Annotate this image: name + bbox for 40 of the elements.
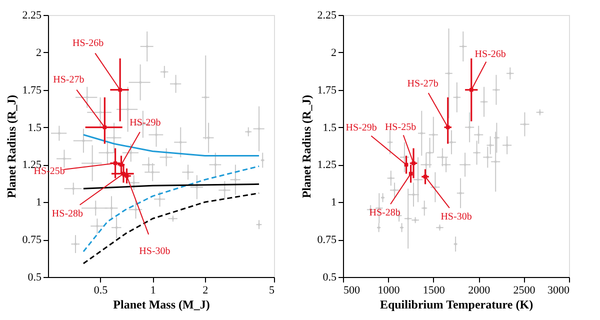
x-tick-label: 3000 (548, 284, 570, 296)
y-tick-label: 2 (36, 46, 42, 59)
x-tick-label: 1 (150, 284, 156, 296)
annotation: HS-28b (52, 208, 84, 220)
y-tick-label: 2 (331, 46, 336, 59)
annotation: HS-28b (369, 208, 400, 219)
x-tick-label: 1500 (422, 284, 446, 296)
y-tick-label: 2.25 (317, 10, 337, 22)
annotation: HS-27b (407, 78, 438, 90)
y-tick-label: 1.5 (28, 122, 42, 134)
y-tick-label: 1 (36, 196, 42, 209)
y-axis-title: Planet Radius (R_J) (299, 94, 314, 198)
y-tick-label: 0.75 (317, 234, 337, 246)
annotation: HS-25b (384, 122, 416, 134)
y-tick-label: 0.5 (322, 272, 337, 284)
x-axis-title: Planet Mass (M_J) (113, 298, 210, 312)
x-axis-title: Equilibrium Temperature (K) (380, 298, 534, 312)
annotation: HS-26b (474, 48, 506, 60)
x-tick-label: 5 (269, 284, 275, 296)
y-tick-label: 0.75 (22, 234, 42, 246)
y-tick-label: 1.25 (317, 159, 337, 172)
y-tick-label: 2.25 (22, 10, 42, 22)
y-tick-label: 1.5 (322, 122, 337, 134)
annotation: HS-27b (53, 74, 84, 86)
x-tick-label: 0.5 (94, 284, 108, 296)
y-tick-label: 1.75 (22, 84, 42, 96)
x-tick-label: 1000 (378, 284, 400, 296)
x-tick-label: 2500 (513, 284, 536, 296)
y-tick-label: 0.5 (28, 272, 42, 284)
x-tick-label: 2 (202, 284, 208, 296)
annotation: HS-26b (72, 38, 104, 49)
x-tick-label: 2000 (468, 284, 491, 296)
annotation: HS-29b (346, 122, 377, 134)
y-tick-label: 1.75 (317, 84, 337, 96)
y-axis-title: Planet Radius (R_J) (4, 94, 18, 198)
x-tick-label: 500 (344, 284, 360, 296)
annotation: HS-30b (440, 212, 472, 223)
annotation: HS-30b (139, 246, 170, 257)
y-tick-label: 1 (331, 196, 336, 209)
annotation: HS-29b (130, 118, 161, 129)
